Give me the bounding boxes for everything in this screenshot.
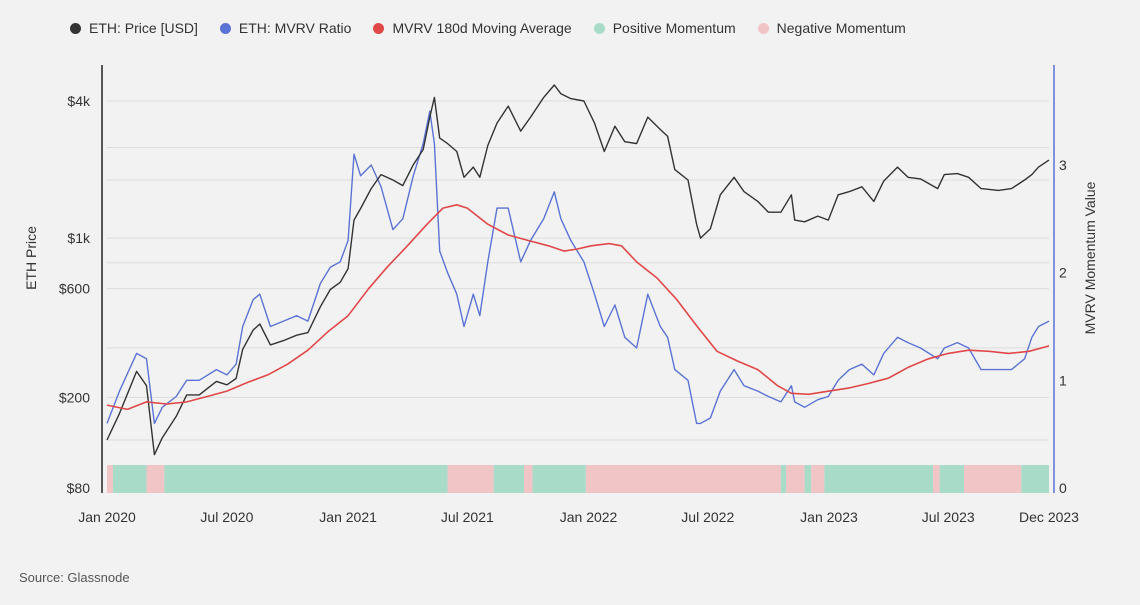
momentum-band-negative bbox=[964, 465, 1022, 493]
momentum-band-negative bbox=[447, 465, 494, 493]
momentum-band-positive bbox=[1021, 465, 1049, 493]
x-tick-label: Jul 2021 bbox=[441, 509, 494, 525]
legend-swatch-mvrv bbox=[219, 22, 231, 34]
legend-label-positive: Positive Momentum bbox=[612, 20, 736, 36]
x-tick-label: Dec 2023 bbox=[1019, 509, 1079, 525]
legend-item-positive[interactable]: Positive Momentum bbox=[593, 20, 736, 36]
legend-label-ma: MVRV 180d Moving Average bbox=[392, 20, 572, 36]
momentum-band-negative bbox=[933, 465, 940, 493]
momentum-band-negative bbox=[585, 465, 781, 493]
momentum-band-positive bbox=[824, 465, 934, 493]
y-left-tick-label: $4k bbox=[67, 93, 91, 109]
gridlines bbox=[107, 100, 1049, 489]
momentum-band-negative bbox=[786, 465, 805, 493]
y-right-tick-label: 0 bbox=[1059, 480, 1067, 496]
x-tick-label: Jan 2022 bbox=[560, 509, 618, 525]
legend-label-mvrv: ETH: MVRV Ratio bbox=[238, 20, 352, 36]
series-line-0 bbox=[106, 84, 1050, 456]
legend-swatch-price bbox=[70, 22, 81, 34]
momentum-band-positive bbox=[164, 465, 448, 493]
legend: ETH: Price [USD] ETH: MVRV Ratio MVRV 18… bbox=[70, 20, 906, 36]
legend-swatch-positive bbox=[593, 22, 605, 34]
momentum-band-negative bbox=[146, 465, 165, 493]
x-tick-label: Jul 2020 bbox=[200, 509, 253, 525]
axes bbox=[101, 65, 1055, 493]
momentum-band-positive bbox=[804, 465, 812, 493]
legend-item-ma[interactable]: MVRV 180d Moving Average bbox=[373, 20, 572, 36]
momentum-band-positive bbox=[532, 465, 586, 493]
axis-labels: $80 $200 $600 $1k $4k 0 1 2 3 Jan 2020 Jul 2020 Jan… bbox=[23, 93, 1098, 525]
series-lines bbox=[106, 84, 1050, 456]
legend-item-negative[interactable]: Negative Momentum bbox=[757, 20, 906, 36]
legend-label-negative: Negative Momentum bbox=[776, 20, 906, 36]
momentum-band-negative bbox=[107, 465, 113, 493]
momentum-bands bbox=[107, 465, 1049, 493]
y-right-axis-title: MVRV Momentum Value bbox=[1082, 181, 1098, 334]
y-left-tick-label: $600 bbox=[59, 281, 90, 297]
y-left-tick-label: $1k bbox=[67, 230, 91, 246]
y-left-tick-label: $200 bbox=[59, 389, 90, 405]
legend-item-price[interactable]: ETH: Price [USD] bbox=[70, 20, 198, 36]
momentum-band-positive bbox=[780, 465, 787, 493]
momentum-band-positive bbox=[939, 465, 965, 493]
legend-swatch-ma bbox=[373, 22, 385, 34]
momentum-band-negative bbox=[523, 465, 533, 493]
y-left-axis-title: ETH Price bbox=[23, 226, 39, 290]
x-tick-label: Jan 2020 bbox=[78, 509, 136, 525]
legend-label-price: ETH: Price [USD] bbox=[89, 20, 198, 36]
y-right-tick-label: 1 bbox=[1059, 372, 1067, 388]
source-note: Source: Glassnode bbox=[19, 570, 130, 585]
legend-item-mvrv[interactable]: ETH: MVRV Ratio bbox=[219, 20, 352, 36]
momentum-band-negative bbox=[811, 465, 825, 493]
legend-swatch-negative bbox=[757, 22, 769, 34]
series-line-1 bbox=[106, 110, 1050, 425]
series-line-2 bbox=[106, 204, 1050, 411]
x-tick-label: Jan 2021 bbox=[319, 509, 377, 525]
x-tick-label: Jul 2022 bbox=[681, 509, 734, 525]
momentum-band-positive bbox=[112, 465, 147, 493]
y-left-tick-label: $80 bbox=[67, 480, 91, 496]
y-right-tick-label: 2 bbox=[1059, 265, 1067, 281]
x-tick-label: Jul 2023 bbox=[922, 509, 975, 525]
momentum-band-positive bbox=[493, 465, 524, 493]
x-tick-label: Jan 2023 bbox=[800, 509, 858, 525]
y-right-tick-label: 3 bbox=[1059, 157, 1067, 173]
